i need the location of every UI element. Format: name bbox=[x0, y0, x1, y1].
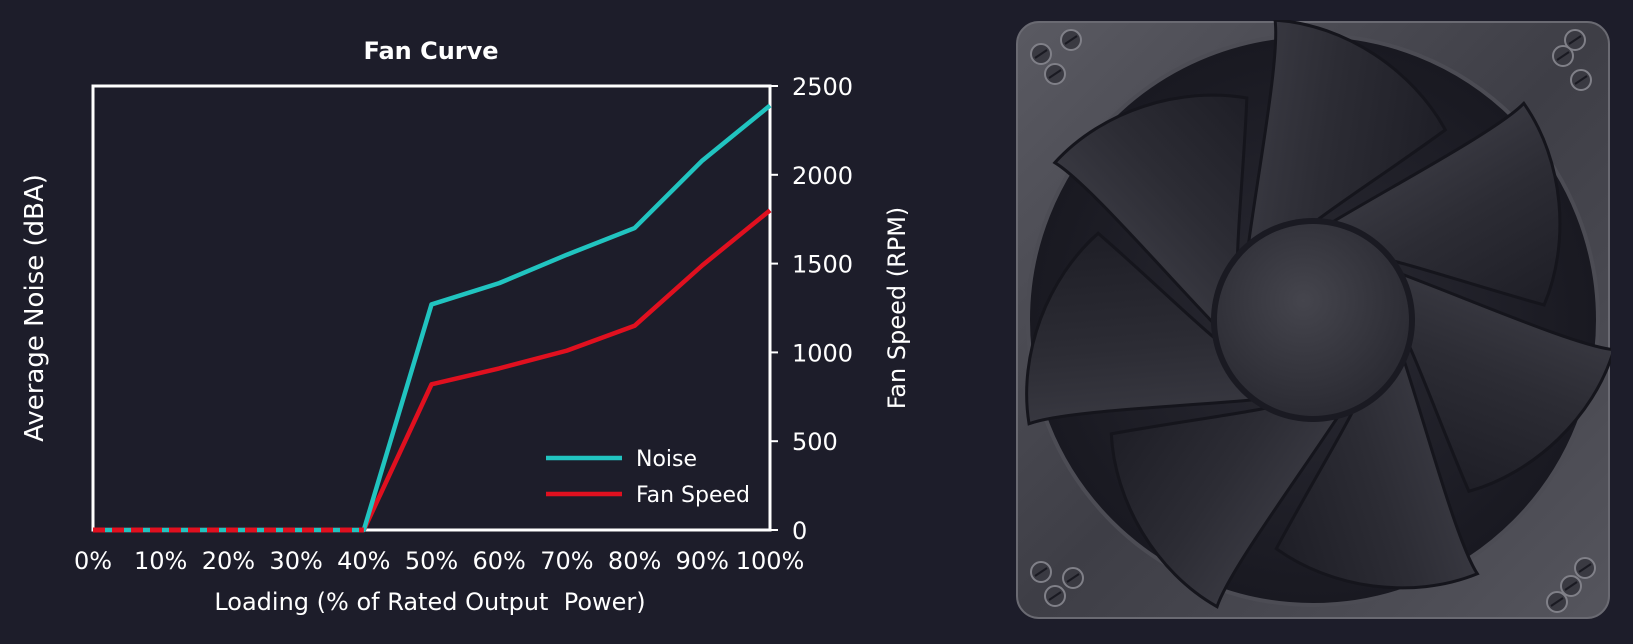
x-tick-label: 0% bbox=[74, 547, 112, 575]
x-tick-label: 30% bbox=[269, 547, 322, 575]
y-right-tick-label: 0 bbox=[792, 517, 807, 545]
fan-hub bbox=[1217, 224, 1409, 416]
screw bbox=[1044, 585, 1066, 607]
fan-blades bbox=[1025, 20, 1611, 609]
x-tick-label: 90% bbox=[676, 547, 729, 575]
chart-title: Fan Curve bbox=[363, 37, 498, 65]
fan-blade bbox=[1397, 270, 1611, 494]
screw bbox=[1062, 567, 1084, 589]
fan-blade bbox=[1109, 406, 1343, 609]
screw bbox=[1030, 43, 1052, 65]
x-tick-label: 80% bbox=[608, 547, 661, 575]
x-tick-label: 50% bbox=[405, 547, 458, 575]
plot-frame bbox=[91, 84, 778, 532]
fan-curve-chart: Fan Curve 0% 10% 20% 30% 40% 50% 60% 70% 80% 90% 1… bbox=[20, 37, 911, 616]
series-lines bbox=[93, 103, 772, 533]
screw bbox=[1044, 63, 1066, 85]
legend-label-fan-speed: Fan Speed bbox=[636, 483, 750, 508]
y-right-tick-label: 1500 bbox=[792, 251, 853, 279]
fan-blade bbox=[1274, 355, 1480, 590]
screw bbox=[1546, 591, 1568, 613]
fan-blade bbox=[1246, 20, 1448, 249]
y-right-tick-label: 1000 bbox=[792, 339, 853, 367]
screw bbox=[1574, 557, 1596, 579]
fan-speed-series-line bbox=[93, 208, 772, 533]
legend-label-noise: Noise bbox=[636, 447, 697, 472]
fan-blade bbox=[1025, 231, 1259, 426]
fan-blade bbox=[1052, 93, 1249, 328]
screw bbox=[1552, 45, 1574, 67]
y-right-tick-label: 2500 bbox=[792, 73, 853, 101]
x-tick-label: 60% bbox=[473, 547, 526, 575]
screw bbox=[1564, 29, 1586, 51]
x-tick-labels: 0% 10% 20% 30% 40% 50% 60% 70% 80% 90% 100% bbox=[74, 547, 804, 575]
fan-icon bbox=[1016, 20, 1611, 619]
x-tick-label: 20% bbox=[202, 547, 255, 575]
y-right-tick-label: 2000 bbox=[792, 162, 853, 190]
screw bbox=[1570, 69, 1592, 91]
screw bbox=[1560, 575, 1582, 597]
screw bbox=[1060, 29, 1082, 51]
noise-series-line bbox=[93, 103, 772, 533]
x-axis-label: Loading (% of Rated Output Power) bbox=[214, 588, 645, 616]
y-right-tick-label: 500 bbox=[792, 428, 838, 456]
x-tick-label: 10% bbox=[134, 547, 187, 575]
legend: Noise Fan Speed bbox=[546, 447, 750, 508]
y-axis-label-left: Average Noise (dBA) bbox=[20, 174, 50, 442]
x-tick-label: 70% bbox=[540, 547, 593, 575]
screw bbox=[1030, 561, 1052, 583]
plot-border bbox=[91, 84, 772, 532]
y-axis-label-right: Fan Speed (RPM) bbox=[883, 207, 911, 410]
y-right-tick-labels: 0 500 1000 1500 2000 2500 bbox=[792, 73, 853, 545]
fan-screws bbox=[1030, 29, 1596, 613]
x-tick-label: 40% bbox=[337, 547, 390, 575]
x-tick-label: 100% bbox=[736, 547, 805, 575]
